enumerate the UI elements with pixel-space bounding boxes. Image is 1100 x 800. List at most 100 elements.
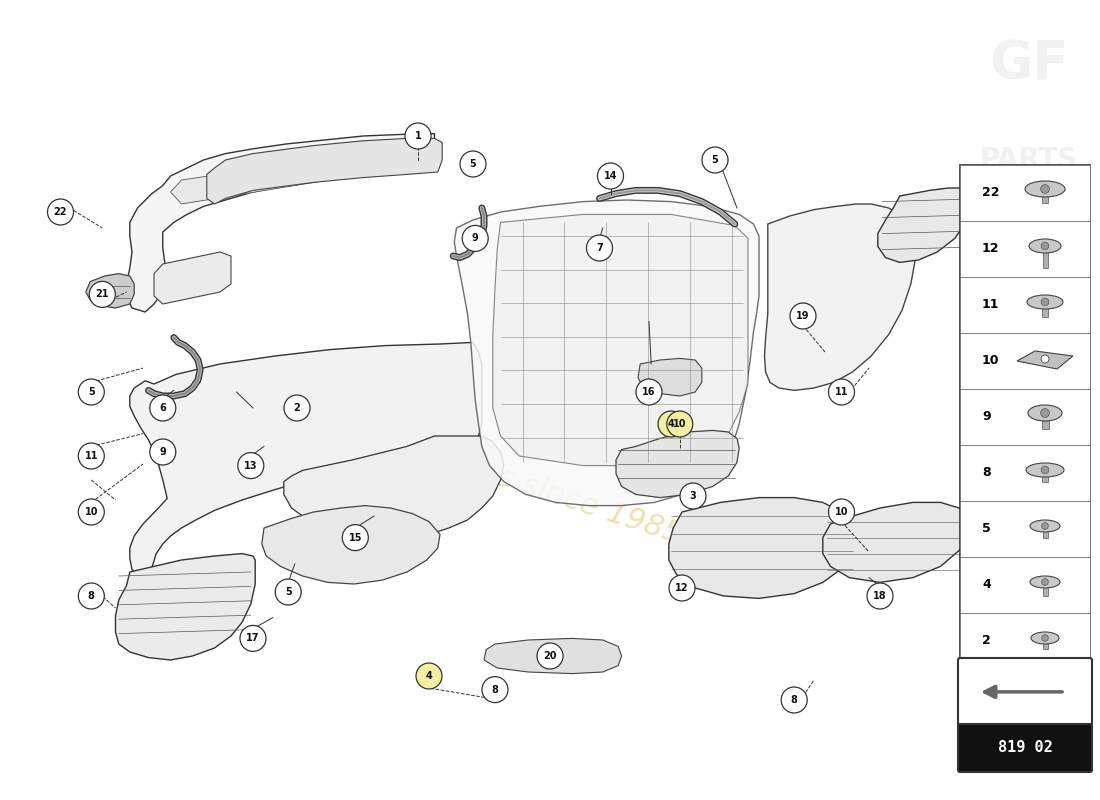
Circle shape <box>828 379 855 405</box>
Polygon shape <box>493 214 748 466</box>
Bar <box>1042 470 1048 482</box>
Circle shape <box>284 395 310 421</box>
Ellipse shape <box>1025 181 1065 197</box>
Circle shape <box>790 303 816 329</box>
Text: 8: 8 <box>492 685 498 694</box>
Text: 13: 13 <box>244 461 257 470</box>
Bar <box>960 389 1090 445</box>
Circle shape <box>150 395 176 421</box>
Circle shape <box>416 663 442 689</box>
Bar <box>960 613 1090 669</box>
Text: 11: 11 <box>835 387 848 397</box>
Text: 9: 9 <box>472 234 478 243</box>
Circle shape <box>1042 242 1048 250</box>
Text: 819 02: 819 02 <box>998 741 1053 755</box>
Circle shape <box>636 379 662 405</box>
Polygon shape <box>154 252 231 304</box>
Polygon shape <box>130 342 482 576</box>
Text: 10: 10 <box>85 507 98 517</box>
Text: 18: 18 <box>873 591 887 601</box>
Circle shape <box>150 439 176 465</box>
Text: 11: 11 <box>982 298 1000 311</box>
Circle shape <box>78 583 104 609</box>
Bar <box>960 501 1090 557</box>
Text: 2: 2 <box>982 634 991 647</box>
Polygon shape <box>616 430 739 498</box>
Text: 19: 19 <box>796 311 810 321</box>
Circle shape <box>537 643 563 669</box>
Text: 5: 5 <box>470 159 476 169</box>
Bar <box>960 165 1090 669</box>
Text: 21: 21 <box>96 290 109 299</box>
Circle shape <box>275 579 301 605</box>
Bar <box>1043 582 1048 596</box>
Text: 17: 17 <box>246 634 260 643</box>
Circle shape <box>47 199 74 225</box>
Ellipse shape <box>1030 520 1060 532</box>
Ellipse shape <box>1026 463 1064 477</box>
Text: 7: 7 <box>596 243 603 253</box>
Polygon shape <box>484 638 622 674</box>
Bar <box>1042 302 1048 317</box>
Polygon shape <box>454 200 759 506</box>
Circle shape <box>1041 355 1049 363</box>
Text: GF: GF <box>989 38 1068 90</box>
Text: 4: 4 <box>426 671 432 681</box>
Circle shape <box>482 677 508 702</box>
Polygon shape <box>170 146 424 204</box>
Circle shape <box>1041 185 1049 194</box>
Circle shape <box>702 147 728 173</box>
Polygon shape <box>823 502 968 582</box>
Ellipse shape <box>1028 405 1062 421</box>
Text: 4: 4 <box>982 578 991 591</box>
Ellipse shape <box>1027 295 1063 309</box>
Circle shape <box>597 163 624 189</box>
Polygon shape <box>207 138 442 204</box>
Text: 10: 10 <box>835 507 848 517</box>
Circle shape <box>78 499 104 525</box>
Text: 5: 5 <box>982 522 991 535</box>
Text: 5: 5 <box>88 387 95 397</box>
Text: 20: 20 <box>543 651 557 661</box>
Polygon shape <box>878 188 970 262</box>
Text: 10: 10 <box>673 419 686 429</box>
Bar <box>960 333 1090 389</box>
Circle shape <box>240 626 266 651</box>
FancyBboxPatch shape <box>958 658 1092 726</box>
Bar <box>960 557 1090 613</box>
Circle shape <box>238 453 264 478</box>
Circle shape <box>680 483 706 509</box>
Text: 8: 8 <box>791 695 798 705</box>
Circle shape <box>781 687 807 713</box>
Circle shape <box>78 379 104 405</box>
Text: 12: 12 <box>675 583 689 593</box>
Bar <box>960 221 1090 277</box>
Text: 6: 6 <box>160 403 166 413</box>
Polygon shape <box>262 506 440 584</box>
Circle shape <box>586 235 613 261</box>
Text: 8: 8 <box>982 466 991 479</box>
Text: 3: 3 <box>690 491 696 501</box>
Bar <box>1043 526 1048 538</box>
Circle shape <box>460 151 486 177</box>
Text: 12: 12 <box>982 242 1000 255</box>
Text: 15: 15 <box>349 533 362 542</box>
Circle shape <box>342 525 369 550</box>
Circle shape <box>1041 409 1049 418</box>
Circle shape <box>1042 522 1048 530</box>
Bar <box>960 445 1090 501</box>
Circle shape <box>1042 466 1048 474</box>
Text: 5: 5 <box>285 587 292 597</box>
Text: 2: 2 <box>294 403 300 413</box>
Bar <box>1043 638 1048 649</box>
Ellipse shape <box>1028 239 1062 253</box>
Circle shape <box>405 123 431 149</box>
Text: 22: 22 <box>982 186 1000 199</box>
Bar <box>1043 246 1048 268</box>
Circle shape <box>78 443 104 469</box>
Text: 11: 11 <box>85 451 98 461</box>
Circle shape <box>867 583 893 609</box>
Polygon shape <box>669 498 856 598</box>
Polygon shape <box>1018 351 1072 369</box>
Polygon shape <box>86 274 134 308</box>
